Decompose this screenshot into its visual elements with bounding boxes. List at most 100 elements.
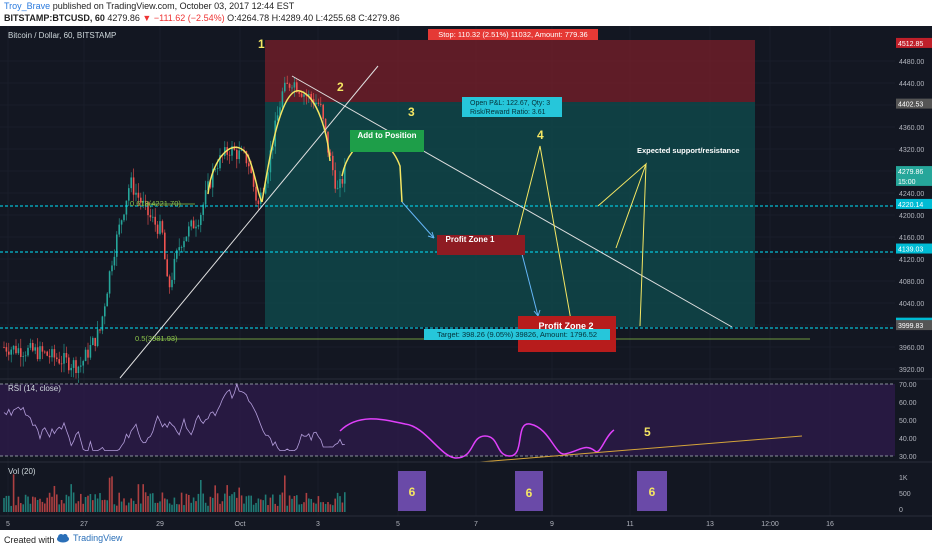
- volume-bar: [106, 500, 108, 512]
- time-tick-label: 11: [626, 521, 633, 528]
- price-tick-label: 4320.00: [899, 147, 924, 154]
- candle-body: [300, 93, 303, 97]
- arrow-1-head: [427, 231, 435, 239]
- number-3: 3: [408, 105, 415, 119]
- candle-body: [200, 214, 202, 225]
- volume-bar: [99, 493, 101, 512]
- volume-bar: [320, 502, 322, 512]
- candle-body: [92, 337, 94, 346]
- candle-body: [63, 353, 65, 364]
- volume-bar: [3, 497, 5, 512]
- candle-body: [118, 224, 120, 235]
- volume-bar: [317, 496, 320, 512]
- price-label-box: [896, 98, 932, 109]
- tradingview-logo[interactable]: TradingView: [56, 533, 123, 543]
- volume-bar: [152, 493, 154, 512]
- pl-box: [462, 97, 562, 117]
- candle-body: [68, 357, 70, 371]
- volume-bar: [123, 498, 125, 512]
- target-zone[interactable]: [265, 102, 755, 327]
- candle-body: [10, 349, 12, 355]
- volume-bar: [334, 498, 336, 512]
- volume-bar: [269, 497, 272, 512]
- volume-bar: [336, 492, 339, 512]
- volume-bar: [144, 492, 147, 512]
- volume-bar: [113, 504, 116, 512]
- candle-body: [65, 353, 68, 358]
- author-link[interactable]: Troy_Brave: [4, 1, 51, 11]
- volume-bar: [260, 499, 262, 512]
- vol-label: Vol (20): [8, 467, 36, 476]
- candle-body: [56, 357, 58, 360]
- volume-bar: [308, 498, 310, 512]
- candle-body: [46, 351, 48, 356]
- volume-bar: [279, 494, 281, 512]
- open-pl-label: Open P&L: 122.67, Qty: 3: [470, 100, 550, 107]
- candle-body: [344, 164, 346, 184]
- volume-bar: [154, 502, 156, 512]
- time-axis[interactable]: 5 27 29 Oct 3 5 7 9 11 13 12:00 16: [6, 521, 834, 528]
- candle-body: [108, 271, 111, 294]
- rsi-tick-label: 60.00: [899, 400, 917, 407]
- expected-lines: [597, 162, 648, 327]
- volume-bar: [303, 502, 305, 512]
- volume-bar: [286, 505, 288, 512]
- uptrend-line[interactable]: [119, 65, 379, 379]
- candle-body: [94, 337, 96, 346]
- stop-zone[interactable]: [265, 40, 755, 102]
- candle-body: [336, 187, 339, 189]
- volume-bar: [281, 492, 284, 512]
- candle-body: [281, 91, 284, 108]
- volume-bar: [125, 505, 128, 512]
- candle-body: [183, 241, 185, 248]
- candle-body: [286, 82, 288, 84]
- candle-body: [276, 115, 279, 121]
- volume-bar: [327, 502, 329, 512]
- volume-bar: [238, 487, 240, 512]
- profit-zone-1-box[interactable]: [437, 235, 525, 255]
- number-2: 2: [337, 80, 344, 94]
- number-4: 4: [537, 128, 544, 142]
- target-label: Target: 398.26 (9.05%) 39826, Amount: 17…: [437, 330, 597, 339]
- stop-label: Stop: 110.32 (2.51%) 11032, Amount: 779.…: [438, 30, 587, 39]
- volume-bar: [212, 497, 214, 512]
- volume-bar: [176, 504, 178, 512]
- volume-bar: [224, 493, 226, 512]
- box-6-c: [637, 471, 667, 511]
- candle-body: [269, 150, 272, 173]
- volume-bar: [135, 504, 137, 512]
- rsi-trendline[interactable]: [479, 435, 803, 463]
- time-tick-label: 27: [80, 521, 88, 528]
- add-position-box[interactable]: [350, 130, 424, 152]
- candle-body: [130, 177, 132, 189]
- volume-bar: [276, 505, 279, 512]
- volume-bar: [173, 497, 176, 512]
- rsi-axis: 30.00 40.00 50.00 60.00 70.00: [899, 382, 917, 461]
- volume-bar: [332, 505, 334, 512]
- candle-body: [188, 226, 190, 237]
- volume-bar: [245, 496, 248, 512]
- candle-body: [190, 220, 192, 227]
- candle-body: [219, 155, 221, 169]
- candle-body: [44, 351, 46, 353]
- chart-canvas[interactable]: Add to Position Profit Zone 1 Profit Zon…: [0, 26, 932, 530]
- time-tick-label: 13: [706, 521, 714, 528]
- volume-bar: [56, 494, 58, 512]
- volume-bar: [257, 498, 260, 512]
- volume-bar: [130, 498, 132, 512]
- candle-body: [322, 104, 324, 119]
- downtrend-line[interactable]: [291, 75, 733, 328]
- volume-bar: [41, 501, 44, 512]
- volume-bar: [22, 504, 24, 512]
- volume-bar: [77, 501, 80, 512]
- stop-label-box: [428, 29, 598, 40]
- volume-bar: [171, 504, 173, 512]
- volume-bar: [15, 505, 17, 512]
- candle-body: [20, 348, 22, 357]
- time-tick-label: 16: [826, 521, 834, 528]
- candle-body: [77, 366, 80, 374]
- candle-body: [149, 215, 152, 218]
- volume-bar: [344, 492, 346, 512]
- rsi-line: [3, 382, 345, 452]
- time-tick-label: 5: [396, 521, 400, 528]
